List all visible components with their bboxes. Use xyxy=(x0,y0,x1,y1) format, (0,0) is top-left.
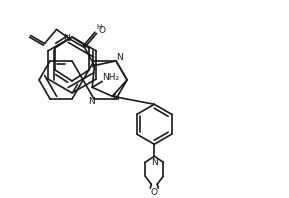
Text: N: N xyxy=(112,93,119,102)
Text: NH₂: NH₂ xyxy=(102,73,119,82)
Text: N: N xyxy=(151,158,158,167)
Text: N: N xyxy=(88,97,95,107)
Text: N: N xyxy=(63,34,70,43)
Text: O: O xyxy=(151,188,158,197)
Text: N: N xyxy=(116,53,123,62)
Text: O: O xyxy=(98,26,105,35)
Text: H: H xyxy=(96,24,101,30)
